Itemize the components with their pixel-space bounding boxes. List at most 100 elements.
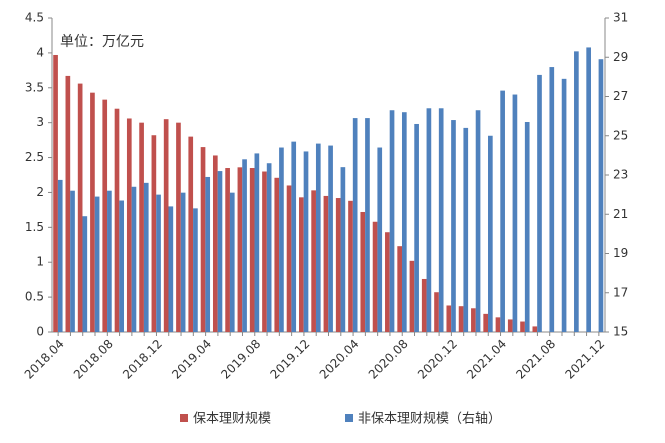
- bar: [377, 147, 383, 332]
- bar: [475, 110, 481, 332]
- bar: [561, 78, 567, 333]
- x-tick-label: 2021.04: [464, 337, 509, 382]
- bar: [311, 190, 316, 332]
- bar: [212, 155, 218, 332]
- y-tick-label: 1.5: [25, 220, 44, 234]
- y-tick-label: 0: [36, 325, 44, 339]
- y2-tick-label: 21: [613, 207, 628, 221]
- bar: [446, 305, 452, 332]
- x-tick-label: 2021.12: [562, 337, 607, 382]
- y-tick-label: 0.5: [25, 290, 44, 304]
- bar: [139, 122, 144, 333]
- bar: [90, 92, 95, 332]
- bar: [463, 127, 469, 333]
- bar: [397, 246, 402, 332]
- bar: [532, 326, 538, 332]
- bar: [168, 206, 174, 332]
- y2-tick-label: 31: [613, 11, 628, 25]
- bar: [107, 190, 112, 332]
- x-tick-label: 2021.08: [513, 337, 558, 382]
- bar: [53, 54, 58, 332]
- y2-tick-label: 25: [613, 128, 628, 142]
- bar: [409, 260, 415, 332]
- bar: [77, 83, 83, 332]
- legend-label: 保本理财规模: [193, 412, 271, 427]
- bar: [291, 141, 297, 332]
- bar: [340, 167, 346, 332]
- bar: [200, 147, 206, 332]
- bar: [274, 177, 280, 332]
- bar: [143, 182, 149, 332]
- bar: [126, 118, 132, 332]
- bar: [254, 153, 260, 332]
- bar: [385, 232, 390, 332]
- x-tick-label: 2020.04: [317, 337, 362, 382]
- y2-tick-label: 17: [613, 285, 628, 299]
- x-tick-label: 2018.08: [71, 337, 116, 382]
- y-tick-label: 4: [36, 45, 44, 59]
- bar: [507, 319, 513, 332]
- bar: [65, 75, 71, 332]
- bar: [94, 196, 100, 332]
- bar: [262, 171, 267, 332]
- y-tick-label: 2: [36, 185, 44, 199]
- bar: [188, 136, 194, 332]
- bar: [365, 118, 370, 333]
- bar: [70, 190, 75, 332]
- bar: [520, 321, 525, 332]
- bar: [57, 179, 63, 332]
- y-tick-label: 1: [36, 255, 44, 269]
- bar: [458, 306, 464, 332]
- x-tick-label: 2019.12: [268, 337, 313, 382]
- x-tick-label: 2018.12: [120, 337, 165, 382]
- bar: [131, 186, 137, 332]
- bar: [303, 151, 309, 332]
- legend-swatch: [345, 414, 353, 422]
- y-tick-label: 3: [36, 115, 44, 129]
- bar: [82, 216, 88, 332]
- bar: [401, 112, 407, 332]
- bar: [524, 122, 530, 332]
- y2-tick-label: 23: [613, 168, 628, 182]
- bar: [249, 168, 255, 332]
- bar: [352, 118, 358, 333]
- bar: [451, 120, 456, 332]
- bar: [286, 185, 292, 332]
- y-tick-label: 3.5: [25, 80, 44, 94]
- bar: [438, 108, 444, 333]
- bar: [426, 108, 432, 333]
- x-tick-label: 2019.04: [169, 337, 214, 382]
- bar: [512, 94, 518, 332]
- bar: [488, 135, 493, 332]
- bar: [360, 211, 366, 332]
- x-tick-label: 2019.08: [218, 337, 263, 382]
- bar: [315, 143, 321, 332]
- y-tick-label: 4.5: [25, 11, 44, 25]
- legend-label: 非保本理财规模（右轴）: [358, 412, 501, 427]
- bar: [180, 192, 186, 332]
- bar: [217, 171, 223, 332]
- bar: [389, 110, 395, 332]
- bar: [372, 221, 378, 332]
- bar: [574, 51, 579, 333]
- x-tick-label: 2020.12: [415, 337, 460, 382]
- bar: [119, 200, 125, 332]
- bar: [242, 159, 247, 332]
- legend-swatch: [180, 414, 188, 422]
- bar: [328, 145, 333, 332]
- bar: [586, 47, 591, 332]
- bar: [414, 123, 419, 332]
- bar: [237, 167, 243, 332]
- bar: [495, 317, 501, 332]
- unit-annotation: 单位：万亿元: [60, 34, 144, 50]
- bar: [266, 163, 272, 332]
- bar: [471, 308, 476, 332]
- bar: [549, 67, 555, 332]
- bar: [483, 313, 489, 332]
- bar: [323, 195, 329, 332]
- bar: [348, 200, 353, 332]
- y2-tick-label: 19: [613, 246, 628, 260]
- bar: [163, 119, 169, 332]
- bar: [299, 197, 304, 332]
